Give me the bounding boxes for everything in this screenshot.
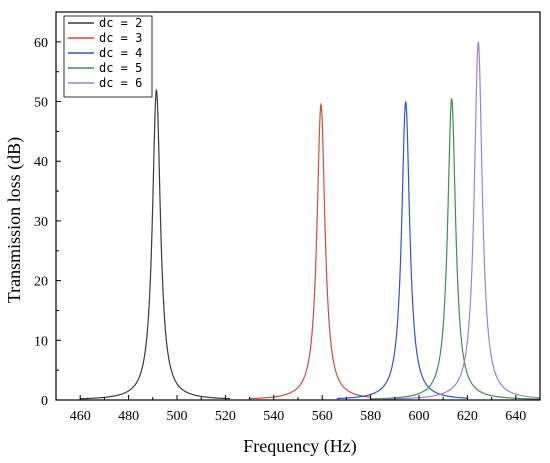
y-tick-label: 60 bbox=[34, 36, 48, 51]
x-tick-label: 480 bbox=[118, 409, 139, 424]
x-tick-label: 560 bbox=[312, 409, 333, 424]
x-tick-label: 580 bbox=[360, 409, 381, 424]
legend-label: dc = 3 bbox=[99, 31, 142, 45]
x-tick-label: 540 bbox=[263, 409, 284, 424]
y-tick-label: 20 bbox=[34, 275, 48, 290]
x-tick-label: 500 bbox=[167, 409, 188, 424]
series-layer bbox=[80, 41, 541, 400]
y-axis: 0 10 20 30 40 50 60 bbox=[34, 36, 61, 409]
y-tick-label: 30 bbox=[34, 215, 48, 230]
legend-label: dc = 2 bbox=[99, 16, 142, 30]
legend: dc = 2dc = 3dc = 4dc = 5dc = 6 bbox=[63, 15, 153, 98]
x-axis: 460 480 500 520 540 560 580 600 620 640 bbox=[55, 395, 541, 424]
x-tick-label: 640 bbox=[505, 409, 526, 424]
legend-label: dc = 6 bbox=[99, 76, 142, 90]
legend-label: dc = 5 bbox=[99, 61, 142, 75]
legend-label: dc = 4 bbox=[99, 46, 142, 60]
series-line-dc-3 bbox=[249, 102, 371, 400]
x-tick-label: 460 bbox=[70, 409, 91, 424]
series-line-dc-4 bbox=[336, 101, 468, 400]
x-tick-label: 520 bbox=[215, 409, 236, 424]
x-axis-title: Frequency (Hz) bbox=[243, 436, 356, 457]
y-axis-title: Transmission loss (dB) bbox=[4, 137, 25, 303]
series-line-dc-2 bbox=[80, 89, 231, 400]
y-tick-label: 0 bbox=[41, 394, 48, 409]
y-tick-label: 40 bbox=[34, 155, 48, 170]
series-line-dc-6 bbox=[382, 41, 541, 400]
y-tick-label: 50 bbox=[34, 96, 48, 111]
x-tick-label: 600 bbox=[409, 409, 430, 424]
y-tick-label: 10 bbox=[34, 334, 48, 349]
x-tick-label: 620 bbox=[457, 409, 478, 424]
series-line-dc-5 bbox=[370, 97, 541, 400]
